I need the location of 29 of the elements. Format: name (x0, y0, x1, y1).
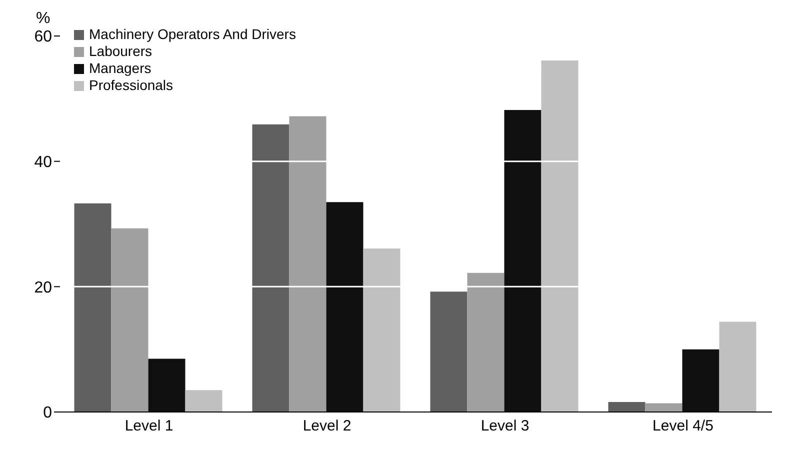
bar (185, 390, 222, 412)
x-tick-label: Level 2 (302, 418, 352, 435)
legend-label: Managers (89, 60, 152, 77)
bar (74, 203, 112, 412)
bar (719, 322, 756, 412)
y-tick-label: 20 (34, 279, 52, 296)
bar (430, 292, 468, 412)
bar (326, 202, 364, 412)
bar (645, 403, 682, 412)
x-tick-label: Level 3 (480, 418, 530, 435)
bar (504, 110, 542, 412)
legend-label: Machinery Operators And Drivers (89, 26, 296, 43)
bar (541, 60, 578, 412)
bar (363, 248, 400, 412)
legend-label: Professionals (89, 77, 174, 94)
legend-label: Labourers (89, 43, 152, 60)
y-tick-label: 0 (43, 404, 52, 422)
bar (252, 124, 290, 412)
x-tick-label: Level 4/5 (652, 418, 714, 435)
bar (608, 402, 646, 412)
bar (682, 349, 720, 412)
bar (111, 228, 148, 412)
bar (289, 116, 326, 412)
y-tick-label: 40 (34, 154, 52, 172)
bar (148, 358, 186, 412)
y-axis-title: % (36, 10, 50, 28)
bar (467, 272, 504, 412)
y-tick-label: 60 (34, 28, 52, 46)
x-tick-label: Level 1 (124, 418, 174, 435)
